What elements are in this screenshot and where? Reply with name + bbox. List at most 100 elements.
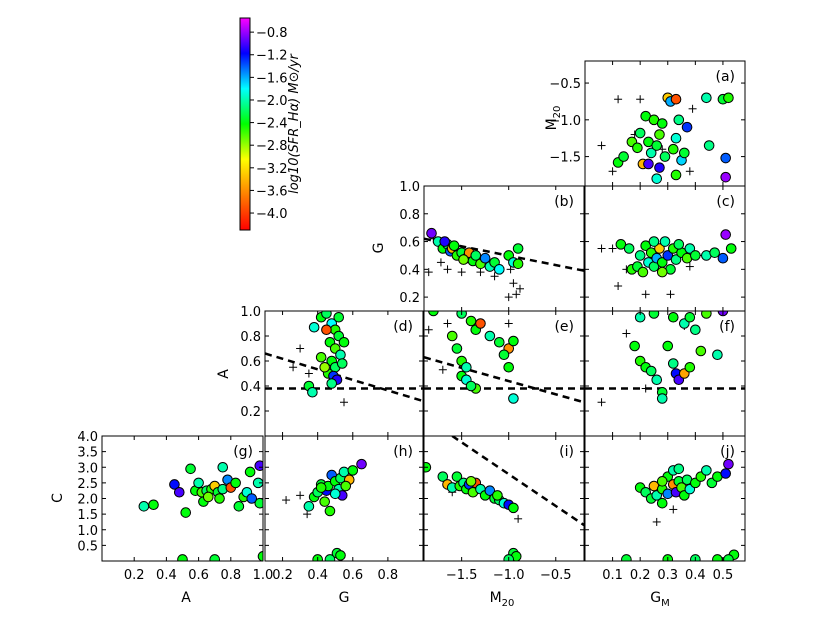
data-point (701, 92, 712, 104)
data-point (426, 227, 437, 239)
data-point (338, 336, 350, 348)
panel-h: (h) 0.2 0.4 0.6 0.8 (264, 435, 424, 583)
colorbar-tick-label: −0.8 (256, 26, 288, 41)
cross-marker (512, 290, 521, 299)
data-point (629, 340, 640, 352)
data-point (185, 463, 196, 475)
data-point (315, 351, 327, 363)
panel-label: (g) (233, 444, 253, 460)
x-tick-label: 0.2 (124, 568, 145, 583)
cross-marker (666, 290, 675, 299)
plot-area (138, 460, 263, 561)
data-point (651, 140, 663, 151)
cross-marker (652, 517, 661, 526)
data-point (508, 335, 519, 347)
panel-label: (f) (719, 319, 735, 335)
data-point (465, 380, 477, 392)
data-point (670, 169, 682, 181)
data-point (335, 349, 346, 361)
data-point (493, 336, 505, 348)
plot-area (265, 311, 423, 407)
data-point (659, 151, 671, 162)
panel-label: (j) (720, 444, 735, 460)
cross-marker (457, 268, 466, 277)
data-point (180, 507, 192, 518)
data-point (720, 171, 731, 183)
data-point (621, 554, 632, 561)
cross-marker (304, 369, 313, 378)
y-tick-label: 0.6 (240, 355, 261, 370)
cross-marker (614, 282, 623, 290)
ylabel-m20: M20 (544, 106, 563, 131)
panel-background (585, 436, 745, 561)
cross-marker (514, 514, 523, 523)
data-point (656, 393, 668, 404)
y-tick-label: 3.5 (77, 446, 98, 461)
data-point (324, 505, 336, 517)
x-tick-label: 0.2 (630, 568, 651, 583)
data-point (246, 493, 258, 504)
data-point (446, 330, 458, 342)
data-point (615, 239, 627, 250)
data-point (493, 264, 505, 275)
data-point (637, 266, 649, 278)
data-point (679, 147, 690, 159)
data-point (651, 173, 663, 184)
data-point (701, 311, 712, 319)
data-point (254, 460, 263, 471)
data-point (723, 458, 734, 470)
cross-marker (289, 363, 298, 372)
data-point (503, 361, 515, 373)
plot-area (424, 311, 584, 404)
data-point (684, 243, 696, 254)
x-tick-label: 1.0 (253, 568, 274, 583)
cross-marker (340, 398, 348, 407)
y-tick-label: 1.0 (399, 180, 420, 195)
panel-e: (e) (423, 310, 585, 437)
data-point (333, 311, 345, 323)
data-point (656, 118, 668, 129)
data-point (659, 236, 671, 247)
y-tick-label: 1.5 (77, 508, 98, 523)
cross-marker (614, 95, 623, 104)
data-point (217, 461, 229, 473)
data-point (465, 315, 477, 327)
data-point (670, 132, 682, 144)
data-point (439, 236, 451, 247)
data-point (648, 311, 660, 319)
data-point (321, 324, 332, 336)
panel-label: (h) (393, 444, 413, 460)
panel-label: (a) (715, 69, 735, 85)
data-point (209, 554, 220, 561)
data-point (498, 349, 510, 361)
cross-marker (436, 258, 445, 267)
data-point (512, 258, 524, 270)
data-point (645, 365, 657, 377)
ylabel-a: A (216, 369, 232, 379)
y-tick-label: 0.6 (399, 236, 420, 251)
colorbar-label: log10(SFR_Hα) M⊙/yr (287, 52, 302, 193)
dashed-line (424, 356, 584, 404)
data-point (634, 250, 646, 261)
data-point (667, 311, 679, 323)
cross-marker (476, 268, 485, 277)
colorbar-tick-label: −3.6 (256, 184, 288, 199)
data-point (701, 465, 712, 476)
cross-marker (424, 268, 433, 277)
cross-marker (597, 141, 606, 150)
cross-marker (622, 329, 631, 338)
data-point (458, 254, 469, 265)
data-point (717, 252, 729, 264)
panel-label: (c) (716, 194, 735, 210)
x-tick-label: 0.4 (307, 568, 328, 583)
y-tick-label: 0.2 (240, 405, 261, 420)
data-point (437, 471, 449, 482)
y-tick-label: −0.5 (549, 77, 581, 92)
plot-area (621, 458, 740, 561)
data-point (214, 493, 225, 504)
cross-marker (303, 510, 312, 519)
plot-area (424, 436, 584, 561)
x-tick-label: −1.0 (493, 568, 525, 583)
data-point (177, 554, 188, 561)
data-point (319, 361, 330, 373)
